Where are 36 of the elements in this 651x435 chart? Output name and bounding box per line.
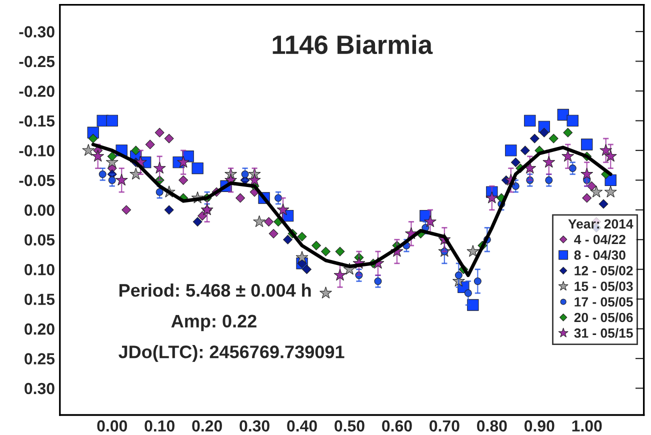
x-tick-label: 0.30	[240, 420, 270, 432]
legend-label: 17 - 05/05	[574, 296, 633, 307]
x-tick-label: 0.90	[524, 420, 554, 432]
x-tick-label: 0.50	[334, 420, 364, 432]
y-tick-label: 0.00	[24, 204, 54, 216]
x-tick-label: 1.00	[572, 420, 602, 432]
y-tick-label: 0.05	[24, 234, 55, 246]
x-tick-label: 0.40	[287, 420, 317, 432]
text: 1146 Biarmia	[272, 34, 433, 54]
x-tick-label: 0.10	[144, 420, 174, 432]
annotation: Period: 5.468 ± 0.004 h	[119, 284, 311, 297]
y-tick-label: 0.10	[24, 264, 54, 276]
legend-label: 4 - 04/22	[574, 234, 626, 244]
y-tick-label: 0.20	[24, 323, 54, 335]
y-tick-label: 0.15	[24, 294, 55, 306]
y-tick-label: 0.25	[24, 353, 55, 364]
y-tick-label: -0.15	[19, 115, 55, 127]
x-tick-label: 0.70	[430, 420, 460, 432]
legend-label: 12 - 05/02	[574, 266, 633, 276]
y-tick-label: -0.20	[19, 86, 54, 97]
x-tick-label: 0.60	[382, 420, 412, 432]
legend-label: 31 - 05/15	[574, 328, 633, 338]
legend-label: 8 - 04/30	[574, 250, 626, 260]
annotation: Amp: 0.22	[171, 314, 256, 332]
y-tick-label: 0.30	[24, 382, 54, 394]
x-tick-label: 0.00	[97, 420, 128, 432]
x-tick-label: 0.20	[192, 420, 222, 432]
y-tick-label: -0.05	[19, 174, 55, 186]
y-tick-label: -0.30	[19, 26, 54, 38]
y-tick-label: -0.25	[19, 56, 55, 68]
legend-title: Year: 2014	[568, 219, 634, 229]
x-tick-label: 0.80	[477, 420, 507, 432]
legend-label: 20 - 05/06	[574, 312, 633, 322]
legend-label: 15 - 05/03	[574, 281, 633, 292]
y-tick-label: -0.10	[19, 145, 54, 156]
annotation: JDo(LTC): 2456769.739091	[118, 345, 344, 362]
